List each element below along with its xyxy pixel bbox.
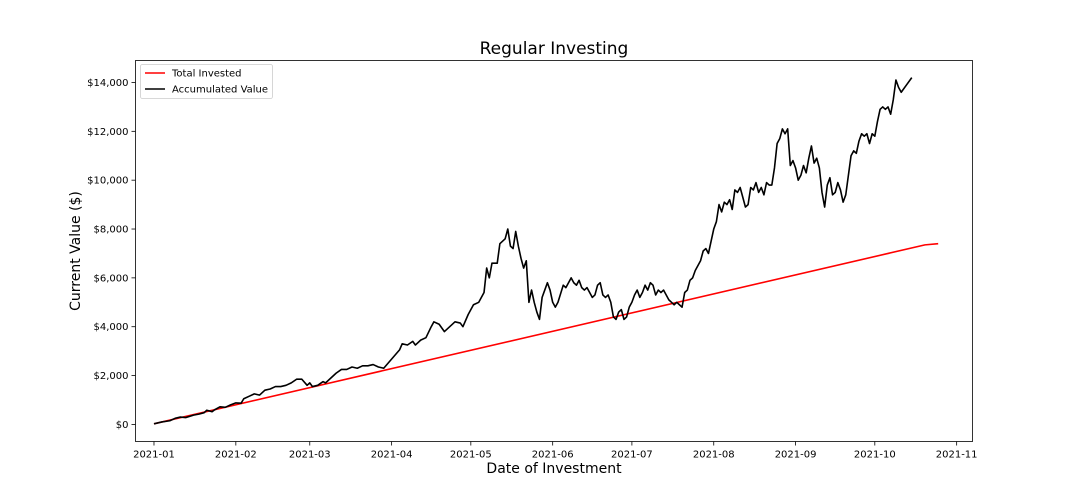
legend-label: Accumulated Value — [172, 85, 268, 96]
series-line-accumulated-value — [153, 77, 913, 425]
legend-label: Total Invested — [171, 69, 242, 80]
x-axis-title: Date of Investment — [486, 461, 622, 477]
y-tick-label: $0 — [116, 420, 129, 431]
plot-area — [135, 60, 973, 442]
x-tick-label: 2021-06 — [532, 450, 574, 461]
plot-frame — [135, 60, 973, 442]
x-tick-label: 2021-10 — [854, 450, 896, 461]
legend-box — [140, 64, 273, 99]
legend: Total Invested Accumulated Value — [140, 64, 273, 99]
x-axis: 2021-01 2021-02 2021-03 2021-04 2021-05 2021-… — [133, 441, 978, 461]
y-tick-label: $14,000 — [87, 78, 128, 89]
y-tick-label: $8,000 — [94, 225, 129, 236]
y-tick-label: $10,000 — [87, 176, 128, 187]
series-lines — [153, 77, 939, 425]
x-tick-label: 2021-04 — [371, 450, 413, 461]
chart-title: Regular Investing — [480, 39, 629, 59]
x-tick-label: 2021-07 — [611, 450, 653, 461]
x-tick-label: 2021-05 — [450, 450, 492, 461]
x-tick-label: 2021-09 — [775, 450, 817, 461]
y-tick-label: $6,000 — [94, 273, 129, 284]
x-tick-label: 2021-03 — [289, 450, 331, 461]
x-tick-label: 2021-01 — [133, 450, 175, 461]
series-line-total-invested — [153, 242, 939, 425]
legend-items: Total Invested Accumulated Value — [145, 69, 268, 96]
x-tick-label: 2021-02 — [215, 450, 257, 461]
y-tick-label: $4,000 — [94, 322, 129, 333]
y-axis: $0 $2,000 $4,000 $6,000 $8,000 $10,000 $12,000… — [87, 78, 136, 431]
y-tick-label: $12,000 — [87, 127, 128, 138]
y-tick-label: $2,000 — [94, 371, 129, 382]
x-tick-label: 2021-08 — [693, 450, 735, 461]
x-tick-label: 2021-11 — [936, 450, 978, 461]
y-axis-title: Current Value ($) — [68, 191, 84, 311]
